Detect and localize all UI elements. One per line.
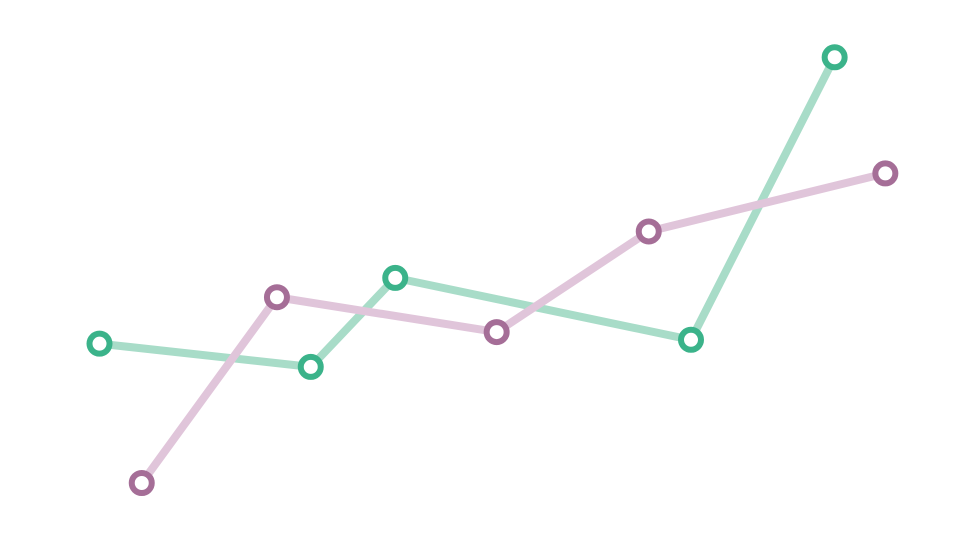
series-2-point-3 (483, 319, 510, 346)
series-2-line (137, 169, 890, 487)
series-2-point-2 (263, 284, 290, 311)
series-2-point-1 (128, 470, 155, 496)
series-1-point-3 (382, 264, 409, 291)
series-1-point-5 (821, 44, 848, 71)
series-2-point-5 (872, 160, 899, 187)
series-1-point-4 (678, 326, 704, 353)
series-points (86, 44, 899, 496)
series-1-point-1 (86, 330, 113, 357)
series-lines (95, 53, 890, 487)
series-1-point-2 (297, 353, 324, 380)
series-2-point-4 (635, 218, 662, 245)
